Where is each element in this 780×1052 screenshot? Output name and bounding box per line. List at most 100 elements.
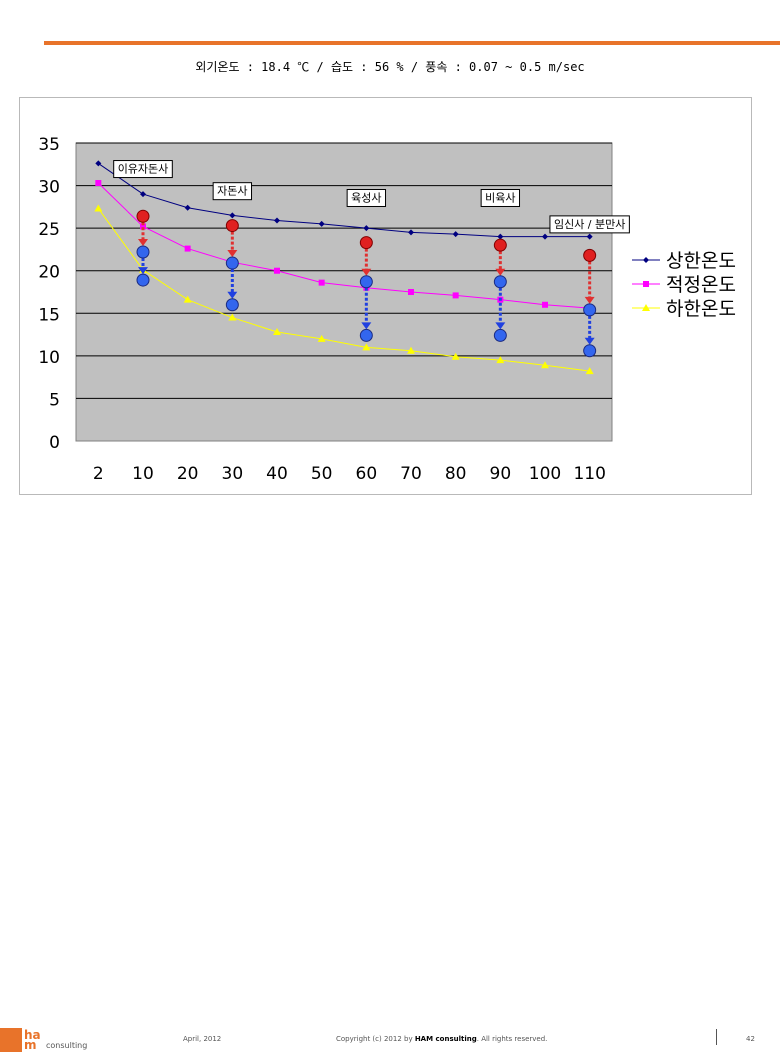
x-tick-label: 50 bbox=[311, 464, 333, 484]
legend-marker bbox=[642, 304, 650, 311]
x-tick-label: 40 bbox=[266, 464, 288, 484]
series-point-2 bbox=[318, 279, 325, 286]
upper-range-arrow-head bbox=[138, 238, 148, 246]
footer-copyright: Copyright (c) 2012 by HAM consulting. Al… bbox=[336, 1035, 547, 1043]
x-tick-label: 2 bbox=[93, 464, 104, 484]
series-point-3 bbox=[496, 356, 505, 364]
logo-text: ha m bbox=[24, 1029, 41, 1052]
series-line-3 bbox=[97, 208, 590, 372]
series-point-3 bbox=[362, 343, 371, 351]
legend-label: 상한온도 bbox=[666, 250, 736, 272]
series-point-2 bbox=[140, 223, 146, 230]
lower-range-arrow-head bbox=[584, 337, 595, 345]
mid-point-circle bbox=[493, 275, 507, 289]
upper-limit-circle bbox=[136, 209, 150, 223]
series-line-1 bbox=[98, 163, 590, 238]
upper-range-arrow-head bbox=[227, 250, 238, 258]
mid-point-circle bbox=[359, 275, 373, 289]
x-tick-label: 100 bbox=[529, 464, 561, 484]
series-point-3 bbox=[183, 295, 192, 303]
upper-range-arrow-head bbox=[584, 296, 595, 304]
series-point-3 bbox=[541, 361, 549, 369]
annotation-box bbox=[549, 215, 630, 234]
x-tick-label: 90 bbox=[490, 464, 512, 484]
annotation-box bbox=[212, 182, 253, 201]
series-point-2 bbox=[452, 292, 459, 299]
lower-limit-circle bbox=[225, 298, 239, 312]
series-point-2 bbox=[274, 267, 280, 274]
mid-point-circle bbox=[583, 303, 597, 317]
series-point-3 bbox=[228, 313, 237, 321]
series-point-3 bbox=[585, 367, 594, 375]
footer-date: April, 2012 bbox=[183, 1035, 222, 1043]
lower-limit-circle bbox=[136, 273, 150, 287]
series-point-1 bbox=[318, 220, 325, 227]
annotation-box bbox=[480, 188, 521, 207]
x-tick-label: 70 bbox=[400, 464, 422, 484]
series-line-2 bbox=[97, 182, 590, 309]
series-point-1 bbox=[140, 191, 146, 198]
lower-range-arrow-head bbox=[227, 291, 238, 299]
annotation-label: 비육사 bbox=[485, 191, 515, 204]
logo-text-line-2: m bbox=[24, 1038, 37, 1052]
lower-limit-circle bbox=[359, 328, 373, 342]
lower-range-arrow-head bbox=[138, 267, 148, 275]
series-point-1 bbox=[274, 217, 280, 224]
series-point-3 bbox=[407, 346, 415, 354]
series-point-2 bbox=[95, 180, 102, 187]
plot-area bbox=[75, 142, 613, 442]
series-point-1 bbox=[184, 204, 191, 211]
footer-separator bbox=[716, 1029, 717, 1045]
legend-label: 적정온도 bbox=[666, 274, 736, 296]
series-point-1 bbox=[542, 233, 548, 240]
x-tick-label: 30 bbox=[222, 464, 244, 484]
annotation-label: 이유자돈사 bbox=[118, 163, 169, 176]
y-tick-label: 35 bbox=[38, 135, 60, 155]
y-tick-label: 0 bbox=[49, 433, 60, 453]
series-point-2 bbox=[542, 301, 548, 308]
y-tick-label: 20 bbox=[38, 263, 60, 283]
lower-range-arrow-head bbox=[361, 322, 372, 330]
upper-limit-circle bbox=[225, 219, 239, 233]
x-tick-label: 80 bbox=[445, 464, 467, 484]
x-tick-label: 110 bbox=[573, 464, 605, 484]
annotation-label: 임신사 / 분만사 bbox=[554, 218, 625, 231]
x-tick-label: 20 bbox=[177, 464, 199, 484]
annotation-label: 자돈사 bbox=[217, 185, 247, 198]
series-point-3 bbox=[451, 352, 460, 360]
y-tick-label: 30 bbox=[38, 178, 60, 198]
y-tick-label: 10 bbox=[38, 348, 60, 368]
upper-limit-circle bbox=[583, 248, 597, 262]
series-point-1 bbox=[229, 212, 236, 219]
page-number: 42 bbox=[746, 1035, 755, 1043]
footer: ha m consulting April, 2012 Copyright (c… bbox=[0, 512, 780, 1052]
series-point-1 bbox=[408, 229, 414, 236]
upper-limit-circle bbox=[359, 236, 373, 250]
upper-range-arrow-head bbox=[361, 268, 372, 276]
x-tick-label: 10 bbox=[132, 464, 154, 484]
logo-mark bbox=[0, 1028, 22, 1052]
header-rule bbox=[44, 41, 780, 45]
mid-point-circle bbox=[136, 245, 150, 259]
series-point-3 bbox=[317, 334, 326, 342]
legend-label: 하한온도 bbox=[666, 298, 736, 320]
mid-point-circle bbox=[225, 256, 239, 270]
annotation-label: 육성사 bbox=[351, 191, 381, 204]
copyright-suffix: . All rights reserved. bbox=[476, 1035, 548, 1043]
series-point-2 bbox=[408, 289, 414, 295]
copyright-brand: HAM consulting bbox=[414, 1035, 477, 1043]
series-point-1 bbox=[452, 231, 459, 238]
lower-range-arrow-head bbox=[495, 322, 506, 330]
copyright-prefix: Copyright (c) 2012 by bbox=[336, 1035, 415, 1043]
annotation-box bbox=[346, 188, 387, 207]
y-tick-label: 5 bbox=[49, 390, 60, 410]
legend-marker bbox=[643, 257, 649, 263]
x-tick-label: 60 bbox=[356, 464, 378, 484]
series-point-2 bbox=[184, 245, 191, 252]
lower-limit-circle bbox=[493, 328, 507, 342]
annotation-box bbox=[113, 160, 173, 179]
upper-range-arrow-head bbox=[495, 268, 506, 276]
legend-marker bbox=[643, 281, 649, 287]
condition-text: 외기온도 : 18.4 ℃ / 습도 : 56 % / 풍속 : 0.07 ~ … bbox=[195, 60, 585, 74]
